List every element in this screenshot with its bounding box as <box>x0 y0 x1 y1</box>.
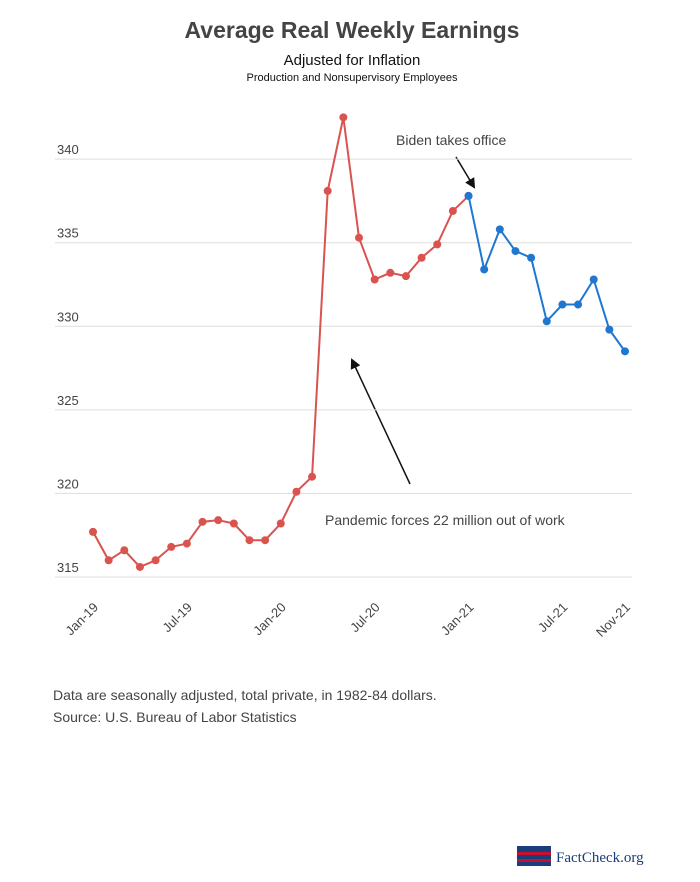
annotation: Biden takes office <box>396 132 506 148</box>
note: Source: U.S. Bureau of Labor Statistics <box>53 709 297 725</box>
point <box>527 253 536 262</box>
point <box>480 265 489 274</box>
point <box>229 519 238 528</box>
logo-text: FactCheck.org <box>556 850 644 866</box>
line <box>92 117 470 569</box>
annotation-arrow <box>455 156 476 189</box>
point <box>323 186 332 195</box>
note: Data are seasonally adjusted, total priv… <box>53 687 437 703</box>
point <box>261 536 270 545</box>
point <box>151 556 160 565</box>
point <box>417 253 426 262</box>
point <box>448 206 457 215</box>
line <box>467 195 626 352</box>
chart-subtitle: Adjusted for Inflation <box>284 52 421 69</box>
point <box>135 562 144 571</box>
chart-subtitle: Production and Nonsupervisory Employees <box>247 72 458 84</box>
point <box>198 517 207 526</box>
point <box>605 325 614 334</box>
y-tick-label: 340 <box>57 142 79 157</box>
point <box>104 556 113 565</box>
point <box>495 225 504 234</box>
point <box>464 191 473 200</box>
logo: FactCheck.org <box>517 846 644 866</box>
annotation-arrow <box>350 358 411 485</box>
point <box>386 268 395 277</box>
point <box>433 240 442 249</box>
point <box>589 275 598 284</box>
point <box>276 519 285 528</box>
annotation: Pandemic forces 22 million out of work <box>325 512 566 528</box>
y-tick-label: 320 <box>57 476 79 491</box>
x-tick-label: Nov-21 <box>593 600 633 640</box>
x-tick-label: Jul-19 <box>159 600 195 636</box>
point <box>370 275 379 284</box>
x-tick-label: Jan-21 <box>438 600 477 639</box>
point <box>182 539 191 548</box>
point <box>214 516 223 525</box>
x-tick-label: Jan-20 <box>250 600 289 639</box>
point <box>308 472 317 481</box>
y-tick-label: 335 <box>57 226 79 241</box>
chart-title: Average Real Weekly Earnings <box>185 17 520 43</box>
point <box>511 247 520 256</box>
y-tick-label: 315 <box>57 560 79 575</box>
point <box>339 113 348 122</box>
point <box>120 546 129 555</box>
point <box>245 536 254 545</box>
point <box>558 300 567 309</box>
point <box>355 233 363 242</box>
point <box>621 347 629 356</box>
y-tick-label: 330 <box>57 309 79 324</box>
point <box>574 300 583 309</box>
point <box>167 542 176 551</box>
x-tick-label: Jan-19 <box>62 600 101 639</box>
point <box>89 527 97 536</box>
x-tick-label: Jul-20 <box>347 600 383 636</box>
y-tick-label: 325 <box>57 393 79 408</box>
point <box>292 487 301 496</box>
point <box>542 317 551 326</box>
point <box>401 272 410 281</box>
x-tick-label: Jul-21 <box>535 600 571 636</box>
